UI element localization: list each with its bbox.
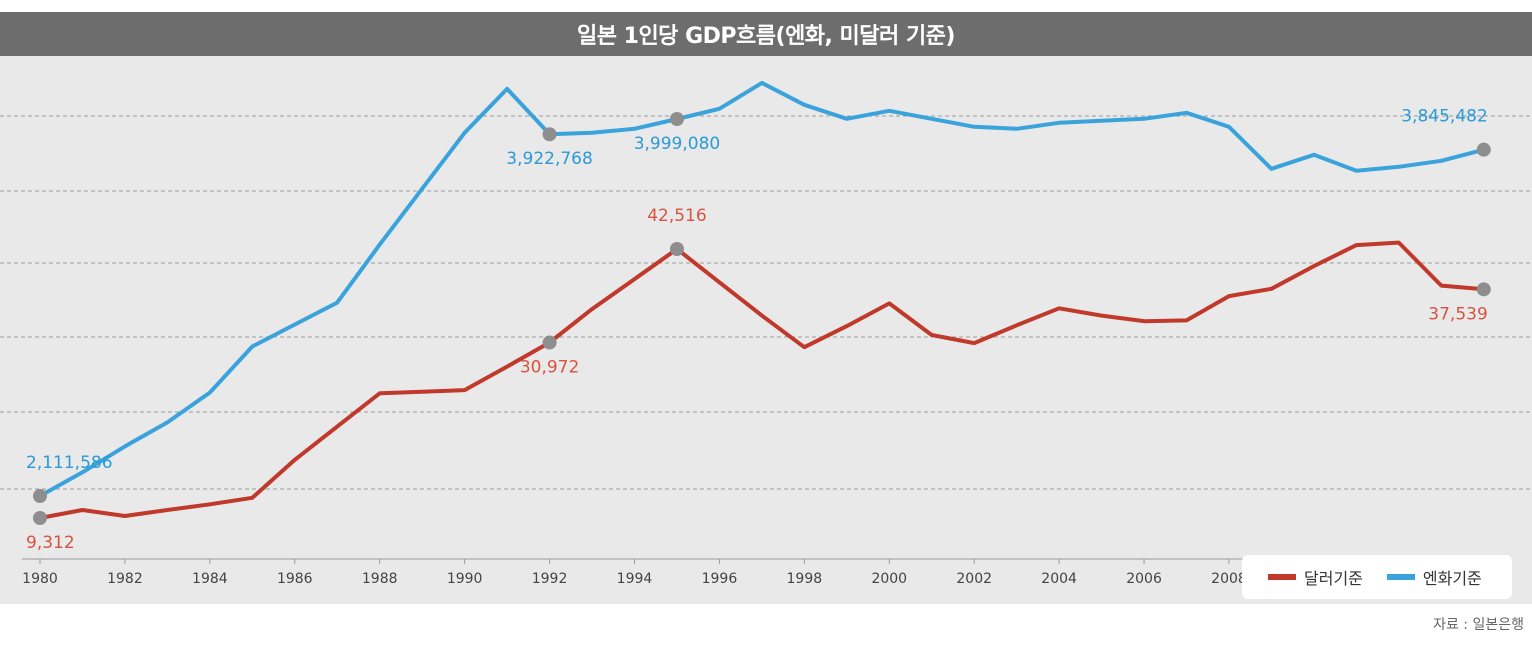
legend-swatch-yen xyxy=(1386,574,1415,580)
series-1-data-label-3: 3,845,482 xyxy=(1401,107,1488,127)
legend-label-yen: 엔화기준 xyxy=(1422,569,1482,588)
x-tick-label-1988: 1988 xyxy=(362,571,398,587)
x-tick-label-1982: 1982 xyxy=(107,571,143,587)
series-1-data-label-2: 3,999,080 xyxy=(634,134,721,154)
x-tick-label-2008: 2008 xyxy=(1211,571,1247,587)
series-1-marker-2 xyxy=(669,112,684,126)
series-1-marker-0 xyxy=(33,489,47,503)
legend-label-dollar: 달러기준 xyxy=(1304,569,1363,588)
x-tick-label-2004: 2004 xyxy=(1041,571,1077,587)
x-tick-label-2006: 2006 xyxy=(1126,571,1162,587)
plot-area: 1980 1982 1984 1986 1988 1990 1992 1994 1996 1998… xyxy=(0,56,1532,604)
series-0-marker-1 xyxy=(542,335,557,350)
x-tick-label-2000: 2000 xyxy=(871,571,907,587)
x-tick-label-1996: 1996 xyxy=(702,571,738,587)
series-line-0 xyxy=(38,240,1486,520)
legend-item-dollar: 달러기준 xyxy=(1268,565,1363,589)
legend-swatch-dollar xyxy=(1268,574,1296,580)
x-tick-label-1992: 1992 xyxy=(532,571,568,587)
series-0-data-label-1: 30,972 xyxy=(520,358,579,378)
series-0-data-label-3: 37,539 xyxy=(1428,304,1487,324)
series-0-marker-3 xyxy=(1476,282,1491,297)
legend: 달러기준 엔화기준 xyxy=(1242,555,1512,599)
x-tick-label-1998: 1998 xyxy=(787,571,823,587)
series-1-marker-1 xyxy=(542,127,557,142)
series-line-1 xyxy=(38,80,1486,498)
series-0-marker-2 xyxy=(669,242,684,256)
series-0-marker-0 xyxy=(33,511,47,525)
x-tick-label-1980: 1980 xyxy=(22,571,58,587)
source-note: 자료 : 일본은행 xyxy=(1433,617,1524,633)
series-1-data-label-0: 2,111,586 xyxy=(26,453,113,473)
x-tick-label-1994: 1994 xyxy=(617,571,653,587)
chart-title: 일본 1인당 GDP흐름(엔화, 미달러 기준) xyxy=(0,12,1532,56)
x-tick-label-2002: 2002 xyxy=(956,571,992,587)
x-tick-label-1984: 1984 xyxy=(192,571,228,587)
series-1-marker-3 xyxy=(1476,142,1491,157)
x-tick-label-1990: 1990 xyxy=(447,571,483,587)
line-chart: 1980 1982 1984 1986 1988 1990 1992 1994 1996 1998… xyxy=(0,80,1532,587)
series-0-data-label-2: 42,516 xyxy=(647,206,706,226)
legend-item-yen: 엔화기준 xyxy=(1386,565,1482,589)
x-tick-label-1986: 1986 xyxy=(277,571,313,587)
series-0-data-label-0: 9,312 xyxy=(26,533,75,553)
series-1-data-label-1: 3,922,768 xyxy=(506,149,593,169)
